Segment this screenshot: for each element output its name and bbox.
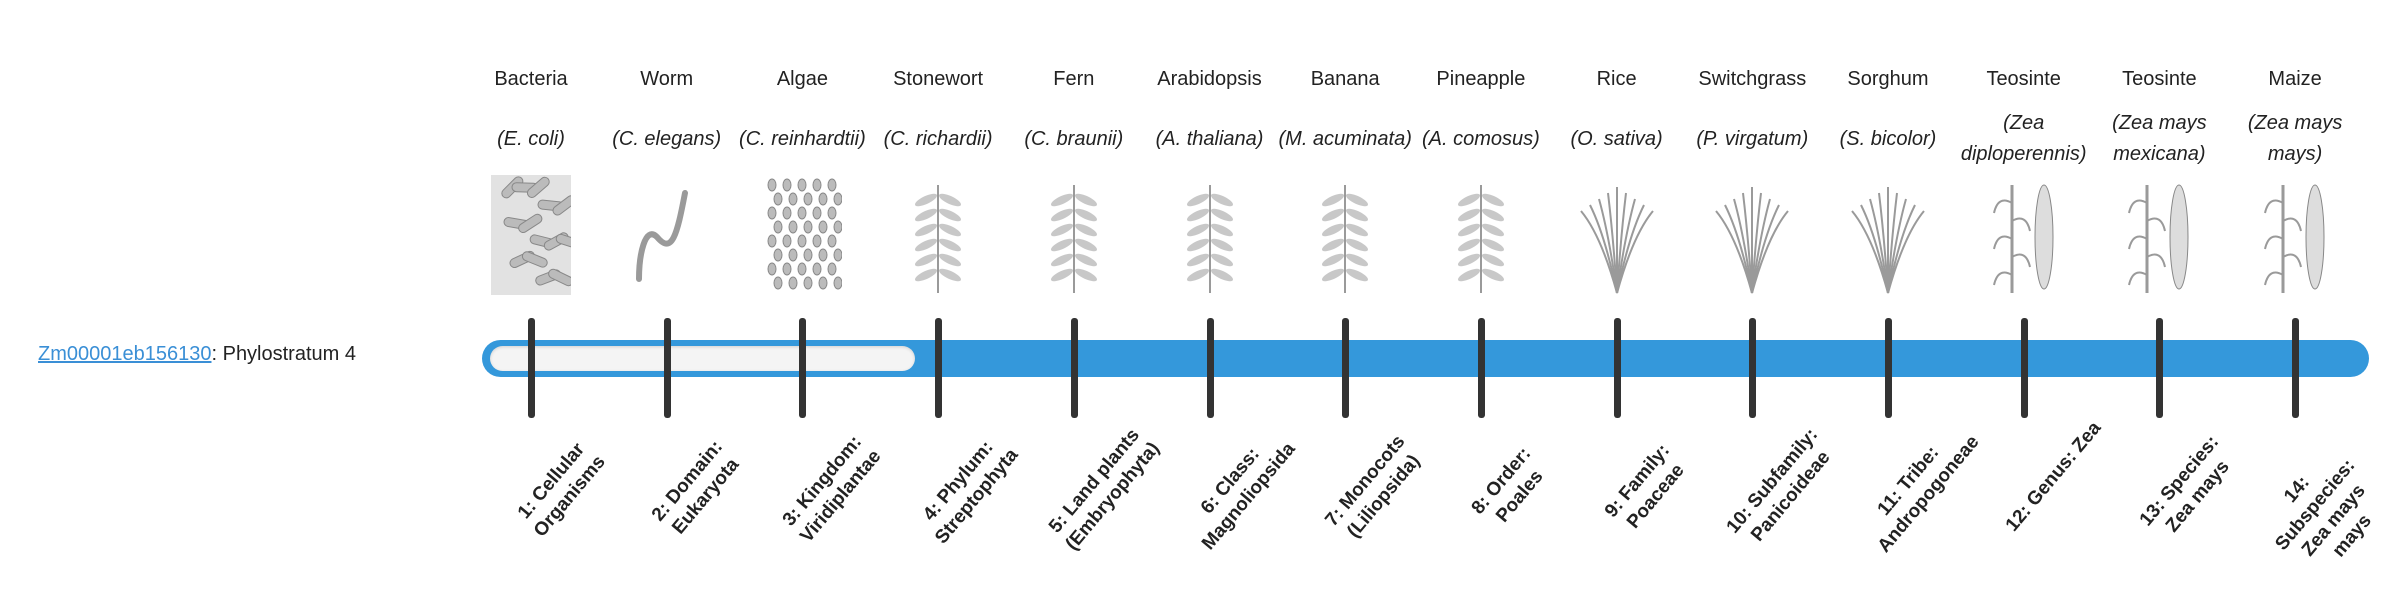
phylostratum-label: 4: Phylum: Streptophyta: [919, 437, 1023, 549]
phylostratum-label: 9: Family: Poaceae: [1600, 440, 1689, 533]
gene-link[interactable]: Zm00001eb156130: [38, 343, 212, 365]
plant-icon: [1411, 175, 1551, 300]
taxon-common-name: Arabidopsis: [1157, 68, 1262, 90]
taxon-common-name: Algae: [776, 68, 828, 90]
phylostratum-label: 5: Land plants (Embryophyta): [1044, 424, 1164, 555]
phylostratum-tick: [1206, 318, 1214, 418]
plant-icon: [868, 175, 1008, 300]
taxon-species-name: (C. richardii): [883, 127, 993, 150]
taxon-species-name: (Zea mays mexicana): [2112, 112, 2207, 165]
taxon-common-name: Switchgrass: [1698, 68, 1807, 90]
taxon-species-name: (S. bicolor): [1839, 127, 1937, 150]
phylostratum-tick: [2020, 318, 2028, 418]
taxon-species-name: (C. braunii): [1024, 127, 1124, 150]
taxon-common-name: Fern: [1053, 68, 1095, 90]
taxon-species-name: (C. reinhardtii): [739, 127, 866, 150]
taxon-common-name: Rice: [1596, 68, 1637, 90]
phylostratum-tick: [2292, 318, 2300, 418]
phylostratum-tick: [1070, 318, 1078, 418]
taxon-common-name: Banana: [1310, 68, 1380, 90]
taxon-species-name: (M. acuminata): [1278, 127, 1412, 150]
plant-icon: [1275, 175, 1415, 300]
gene-phylostratum-label: Zm00001eb156130: Phylostratum 4: [38, 343, 356, 366]
phylostratum-label: 12: Genus: Zea: [2001, 417, 2106, 536]
taxon-species-name: (Zea mays mays): [2247, 112, 2343, 165]
phylostratum-tick: [1613, 318, 1621, 418]
taxon-common-name: Bacteria: [494, 68, 568, 90]
taxon-species-name: (A. thaliana): [1155, 127, 1264, 150]
phylostratum-bar-unfilled: [490, 346, 915, 371]
maize-icon: [2225, 175, 2365, 300]
phylostratum-tick: [1885, 318, 1892, 418]
algae-icon: [732, 175, 872, 300]
phylostratum-tick: [1477, 318, 1485, 418]
phylostratum-label: 14: Subspecies: Zea mays mays: [2271, 455, 2376, 562]
taxon-species-name: (A. comosus): [1421, 127, 1540, 150]
phylostratum-label: 2: Domain: Eukaryota: [647, 436, 744, 539]
phylostratum-label: 1: Cellular Organisms: [513, 439, 610, 542]
phylostratum-label: 7: Monocots (Liliopsida): [1321, 431, 1425, 542]
phylostratum-label: 10: Subfamily: Panicoideae: [1722, 424, 1835, 546]
phylostratum-tick: [2156, 318, 2164, 418]
phylostratum-label: 11: Tribe: Andropogoneae: [1873, 431, 1984, 557]
maize-icon: [1954, 175, 2094, 300]
phylostratum-tick: [663, 318, 671, 418]
plant-icon: [1004, 175, 1144, 300]
phylostratum-label: 6: Class: Magnoliopsida: [1196, 438, 1300, 555]
phylostratum-label: 8: Order: Poales: [1467, 443, 1548, 527]
phylostratum-tick: [799, 318, 807, 418]
taxon-species-name: (P. virgatum): [1696, 127, 1809, 150]
plant-icon: [1140, 175, 1280, 300]
taxon-species-name: (C. elegans): [612, 127, 722, 150]
worm-icon: [597, 175, 737, 300]
taxon-common-name: Pineapple: [1436, 68, 1526, 90]
phylostratum-tick: [1749, 318, 1757, 418]
bacteria-icon: [461, 175, 601, 300]
phylostratum-tick: [1342, 318, 1350, 418]
grass-icon: [1547, 175, 1687, 300]
maize-icon: [2089, 175, 2229, 300]
taxon-common-name: Maize: [2268, 68, 2322, 90]
taxon-common-name: Stonewort: [893, 68, 984, 90]
taxon-common-name: Sorghum: [1847, 68, 1929, 90]
phylostratum-tick: [528, 318, 535, 418]
taxon-species-name: (E. coli): [497, 127, 565, 150]
grass-icon: [1682, 175, 1822, 300]
phylostratum-label: 3: Kingdom: Viridiplantae: [779, 431, 886, 547]
taxon-species-name: (O. sativa): [1570, 127, 1663, 150]
taxon-common-name: Teosinte: [2122, 68, 2197, 90]
taxon-species-name: (Zea diploperennis): [1960, 112, 2087, 165]
grass-icon: [1818, 175, 1958, 300]
phylostratum-text: : Phylostratum 4: [211, 343, 356, 365]
phylostratum-tick: [935, 318, 943, 418]
taxon-common-name: Worm: [640, 68, 694, 90]
phylostratum-label: 13: Species: Zea mays: [2136, 431, 2235, 537]
taxon-common-name: Teosinte: [1986, 68, 2061, 90]
